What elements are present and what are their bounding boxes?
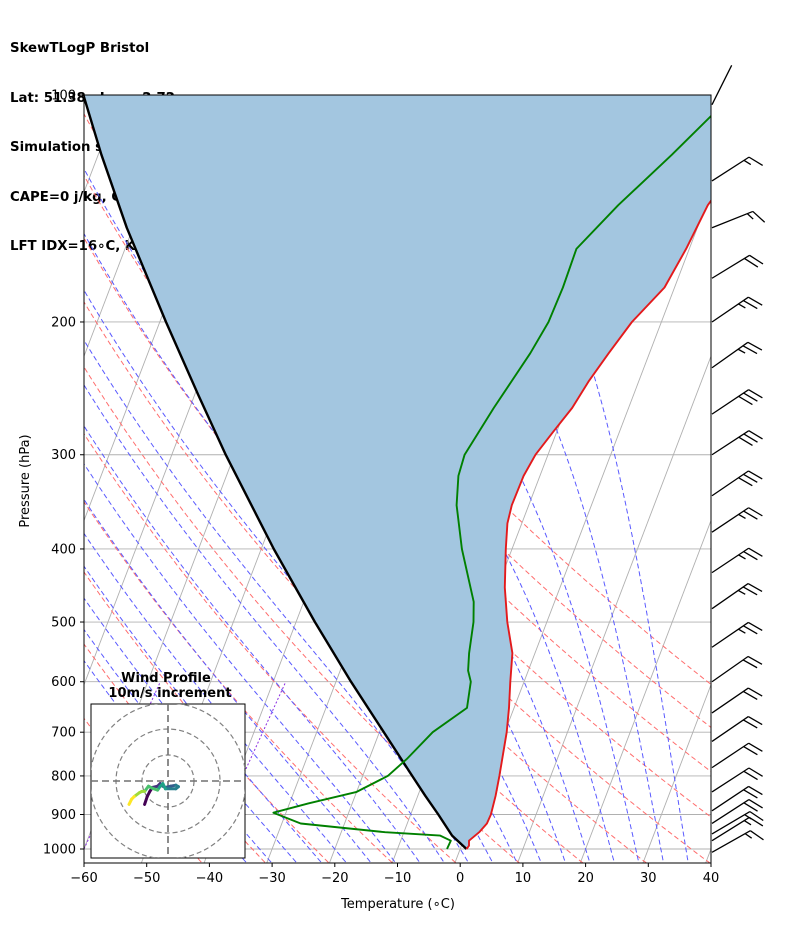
wind-barb: [711, 341, 763, 369]
profile-lines: [84, 95, 711, 850]
isotherm: [579, 519, 711, 863]
y-tick-label: 300: [51, 448, 76, 463]
dry-adiabat: [84, 237, 648, 863]
y-axis-label: Pressure (hPa): [18, 434, 33, 527]
parcel-line: [84, 95, 468, 850]
wind-barb: [711, 687, 763, 714]
y-tick-label: 700: [51, 726, 76, 741]
wind-barb: [711, 811, 764, 835]
wind-barbs: [711, 65, 766, 853]
hodograph-segment: [127, 797, 134, 806]
wind-barb: [711, 799, 763, 825]
x-tick-label: 0: [456, 871, 464, 886]
x-tick-label: 10: [515, 871, 532, 886]
x-tick-label: 20: [577, 871, 594, 886]
wind-barb: [711, 767, 763, 793]
wind-barb: [711, 830, 764, 853]
hodograph-subtitle: 10m/s increment: [108, 686, 231, 701]
y-tick-label: 400: [51, 542, 76, 557]
moist-adiabat: [261, 95, 640, 863]
wind-barb: [711, 430, 763, 456]
x-tick-label: −20: [321, 871, 348, 886]
moist-adiabat: [84, 425, 421, 863]
wind-barb: [711, 254, 764, 279]
moist-adiabat: [84, 532, 348, 863]
shaded-region: [84, 95, 711, 849]
wind-barb: [711, 296, 763, 323]
moist-adiabat: [84, 289, 494, 863]
y-tick-label: 200: [51, 315, 76, 330]
x-tick-label: −60: [70, 871, 97, 886]
moist-adiabat: [461, 95, 689, 863]
y-tick-label: 100: [51, 89, 76, 104]
isotherm: [0, 78, 2, 868]
wind-barb: [711, 547, 763, 574]
dewpoint-line: [272, 114, 711, 850]
isotherm: [517, 354, 711, 863]
moist-adiabat: [84, 628, 273, 863]
y-tick-label: 500: [51, 616, 76, 631]
wind-barb: [711, 156, 763, 182]
dry-adiabat: [84, 301, 584, 863]
moist-adiabat: [84, 659, 248, 863]
wind-barb: [711, 210, 766, 229]
isotherm: [642, 683, 711, 863]
wind-barb: [711, 785, 763, 812]
x-axis-label: Temperature (∘C): [340, 897, 455, 912]
dry-adiabat: [84, 432, 457, 863]
moist-adiabat: [84, 232, 518, 863]
temperature-line: [465, 199, 711, 850]
x-tick-label: −40: [196, 871, 223, 886]
x-tick-label: 40: [703, 871, 720, 886]
wind-barb: [711, 655, 763, 683]
moist-adiabat: [84, 498, 372, 863]
dry-adiabat: [84, 571, 330, 863]
x-tick-label: −10: [384, 871, 411, 886]
x-tick-label: −30: [258, 871, 285, 886]
x-tick-label: 30: [640, 871, 657, 886]
wind-barb: [711, 389, 763, 415]
x-tick-label: −50: [133, 871, 160, 886]
wind-barb: [711, 470, 763, 497]
header-station: SkewTLogP Bristol: [10, 41, 150, 56]
wind-barb: [711, 507, 763, 533]
wind-barb: [711, 742, 763, 769]
y-tick-label: 900: [51, 808, 76, 823]
y-tick-label: 800: [51, 769, 76, 784]
mixing-ratio-line: [208, 681, 287, 850]
wind-barb: [711, 65, 733, 105]
cape-cin-shading: [84, 95, 711, 849]
hodograph-inset: Wind Profile 10m/s increment: [90, 671, 246, 859]
y-tick-label: 600: [51, 675, 76, 690]
moist-adiabat: [84, 597, 298, 863]
hodograph-plot: [91, 704, 245, 858]
wind-barb: [711, 621, 763, 648]
hodograph-title: Wind Profile: [121, 671, 211, 686]
moist-adiabat: [84, 463, 397, 863]
wind-barb: [711, 716, 763, 742]
y-tick-label: 1000: [43, 843, 76, 858]
moist-adiabat: [84, 565, 323, 863]
wind-barb: [711, 582, 763, 610]
moist-adiabat: [84, 384, 446, 863]
axis-ticks: −60 −50 −40 −30 −20 −10 0 10 20 30 40 100 200 300 400 5…: [43, 89, 719, 887]
